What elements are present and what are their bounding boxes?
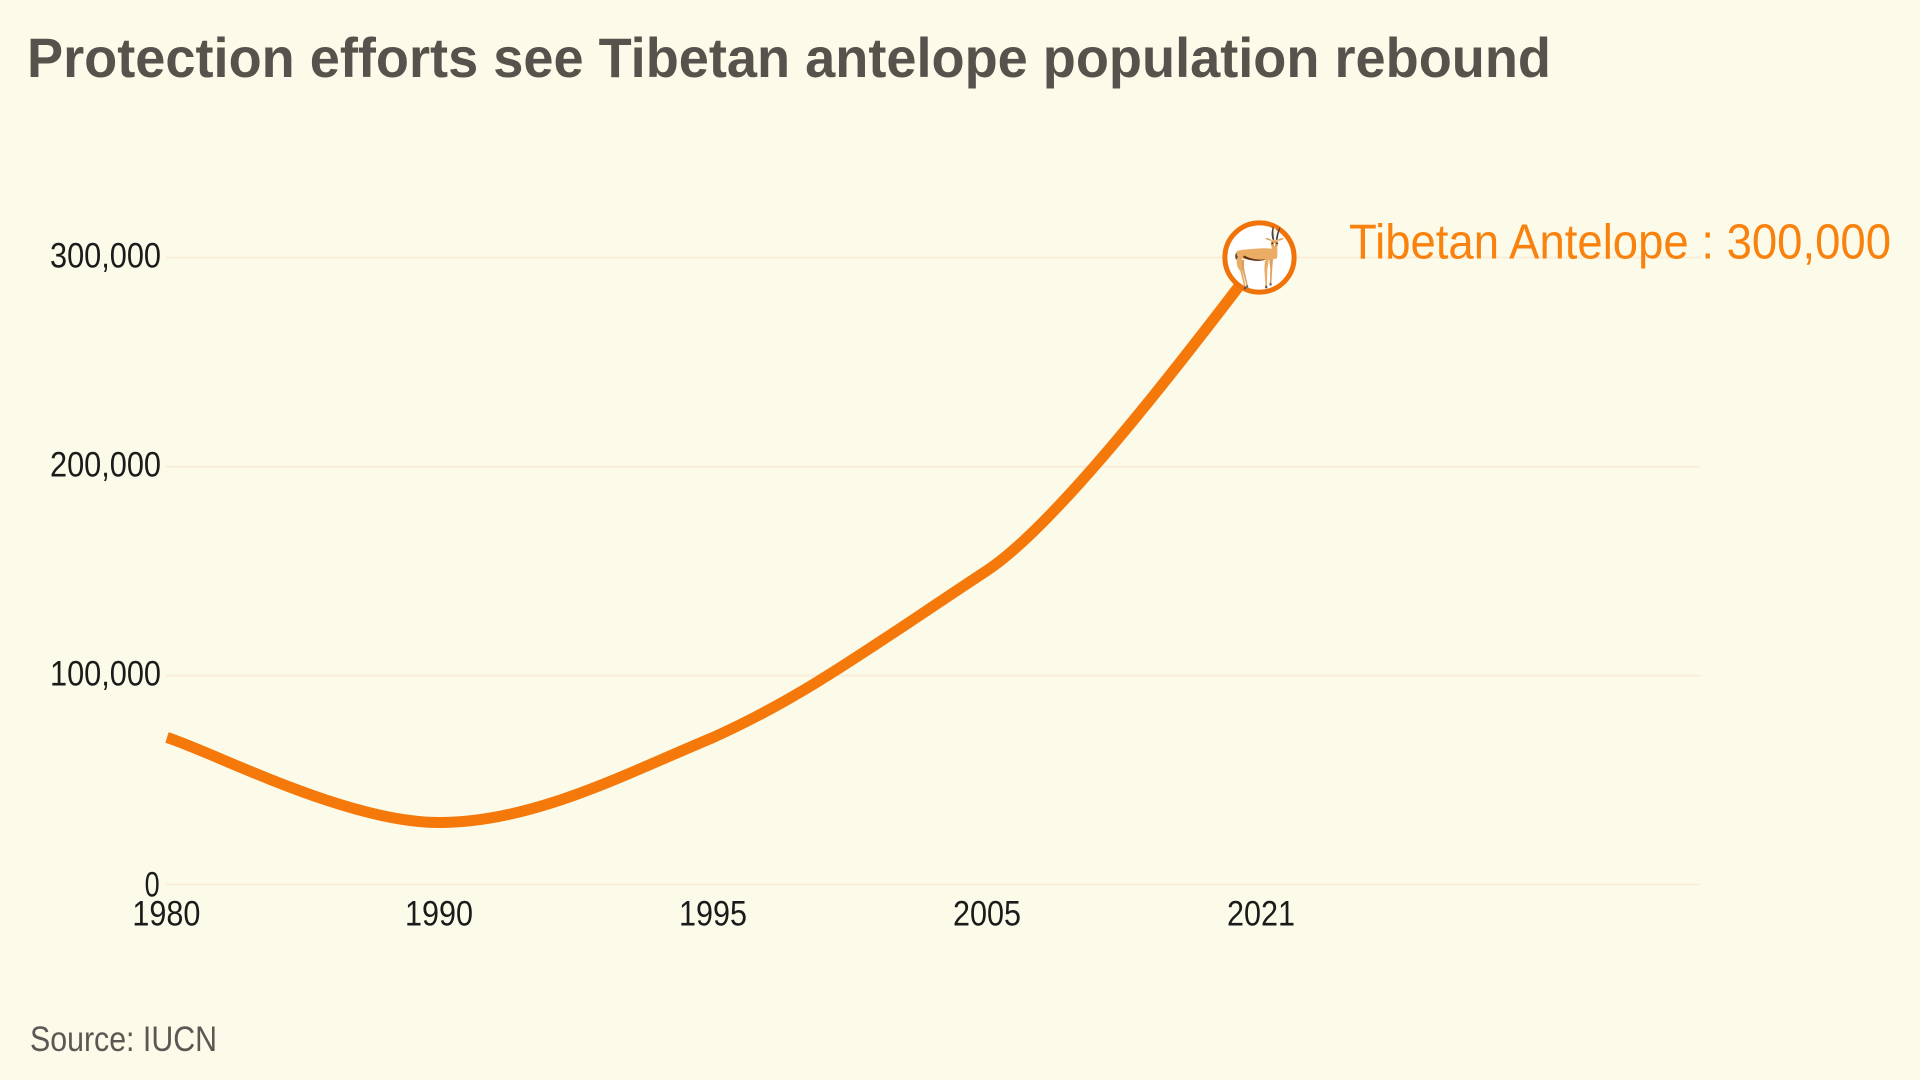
svg-text:Source: IUCN: Source: IUCN: [30, 1020, 217, 1059]
svg-text:Protection efforts see Tibetan: Protection efforts see Tibetan antelope …: [27, 26, 1551, 89]
svg-text:200,000: 200,000: [50, 446, 161, 485]
svg-text:1990: 1990: [405, 895, 473, 934]
svg-text:Tibetan Antelope : 300,000: Tibetan Antelope : 300,000: [1349, 216, 1891, 270]
svg-text:1995: 1995: [679, 895, 747, 934]
svg-text:300,000: 300,000: [50, 236, 161, 275]
svg-text:2005: 2005: [953, 895, 1021, 934]
svg-text:2021: 2021: [1227, 895, 1295, 934]
svg-text:1980: 1980: [132, 895, 200, 934]
svg-text:100,000: 100,000: [50, 655, 161, 694]
svg-text:0: 0: [145, 866, 160, 905]
